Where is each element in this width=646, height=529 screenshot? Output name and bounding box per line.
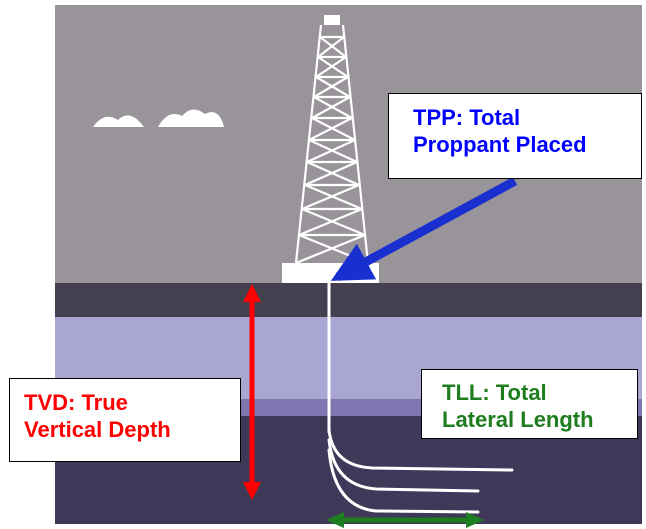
tll-label-line2: Lateral Length [442, 407, 594, 432]
cloud-icon [93, 109, 224, 127]
tll-label-line1: TLL: Total [442, 380, 547, 405]
tpp-arrow [330, 177, 518, 281]
tll-arrow [326, 512, 484, 528]
tvd-label-line2: Vertical Depth [24, 417, 171, 442]
tpp-label-line1: TPP: Total [413, 105, 521, 130]
drilling-rig-icon [294, 15, 370, 265]
tpp-label: TPP: Total Proppant Placed [388, 93, 642, 179]
tpp-label-line2: Proppant Placed [413, 132, 587, 157]
tll-label: TLL: Total Lateral Length [421, 369, 638, 439]
tvd-arrow [243, 284, 261, 500]
tvd-label-line1: TVD: True [24, 390, 128, 415]
tvd-label: TVD: True Vertical Depth [9, 378, 241, 462]
well-bore-icon [327, 281, 514, 514]
ground-top-layer [55, 283, 642, 317]
